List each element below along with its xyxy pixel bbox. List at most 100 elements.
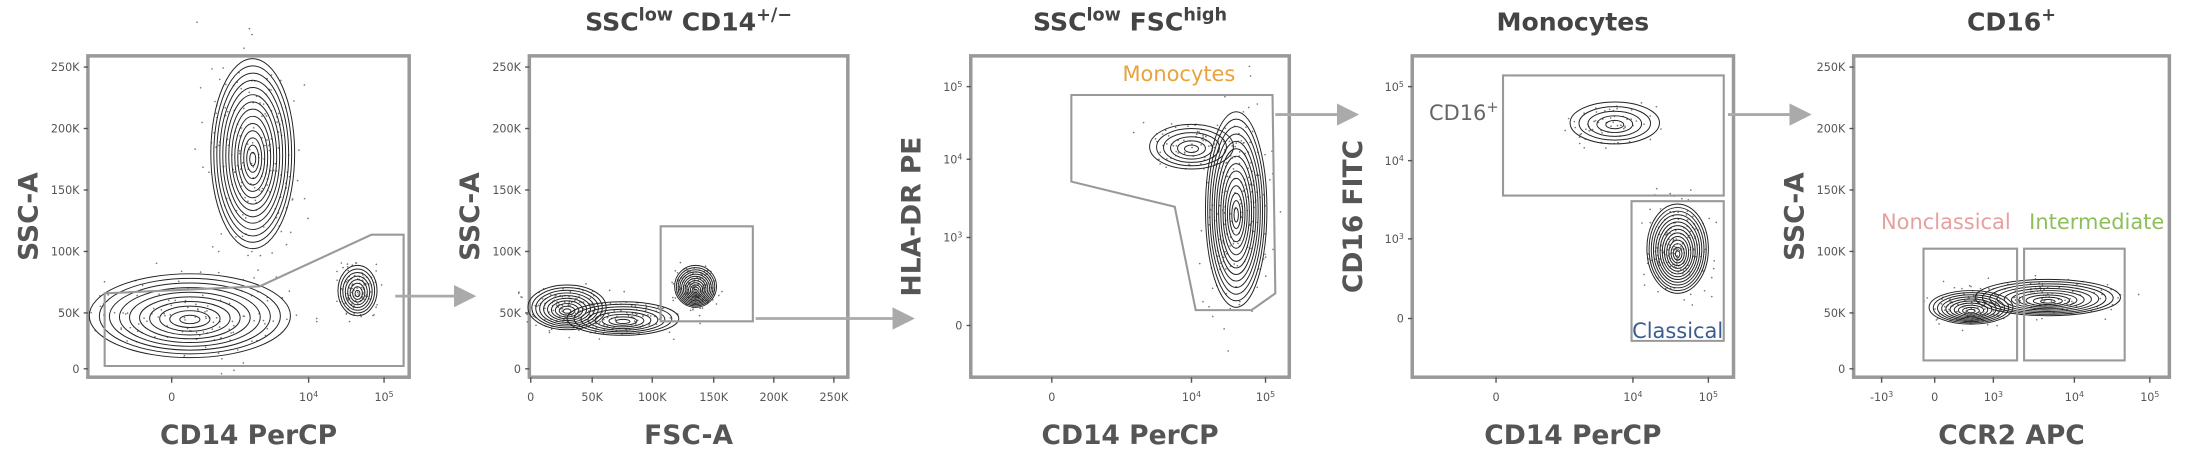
event-dot [1205,135,1207,138]
event-dot [1230,220,1232,223]
event-dot [346,263,349,265]
contour [1653,214,1703,286]
event-dot [1225,292,1228,295]
event-dot [1231,145,1234,147]
event-dot [1225,190,1227,193]
x-tick-label: 0 [1492,391,1499,404]
event-dot [1583,112,1585,115]
event-dot [608,289,611,292]
superscript: 5 [1270,389,1275,398]
event-dot [272,320,275,322]
event-dot [243,47,245,50]
event-dot [217,352,220,354]
event-dot [238,150,241,152]
event-dot [215,112,218,115]
y-tick-label: 104 [1385,153,1404,168]
event-dot [363,284,366,286]
event-dot [1972,294,1975,297]
event-dot [1703,289,1706,292]
event-dot [266,139,268,141]
contour [222,87,284,224]
y-tick-label: 0 [514,363,521,376]
event-dot [562,287,564,290]
event-dot [1224,250,1226,253]
event-dot [218,144,220,147]
contour [1659,225,1696,278]
contour [1674,250,1681,258]
event-dot [1175,144,1178,147]
event-dot [228,328,231,331]
event-dot [1256,286,1259,289]
contour [608,316,638,326]
y-tick-label: 250K [1817,61,1846,74]
contour [1668,239,1687,267]
gate-label: Monocytes [1122,62,1235,86]
x-axis-label: CD14 PerCP [1484,420,1661,451]
event-dot [674,297,677,299]
plot-frame [1851,54,2172,379]
superscript: + [1486,99,1498,116]
event-dot [1687,236,1689,239]
x-tick-label: 0 [1931,391,1938,404]
superscript: 5 [957,79,962,88]
y-tick-label: 100K [492,246,521,259]
event-dot [195,303,197,306]
event-dot [614,318,617,320]
contour [243,137,263,180]
event-dot [303,197,306,200]
event-dot [264,322,266,325]
event-dot [315,320,318,323]
event-dot [577,329,580,332]
event-dot [1982,311,1984,313]
event-dot [672,283,675,285]
contour [679,271,712,304]
event-dot [202,166,204,169]
event-dot [1177,152,1180,154]
event-dot [250,162,253,165]
event-dot [578,295,580,297]
event-dot [1172,145,1175,147]
event-dot [1202,139,1205,142]
contour [1226,185,1246,243]
contour [1207,118,1266,302]
event-dot [649,315,652,317]
event-dot [1655,187,1658,190]
contour [352,286,363,300]
event-dot [240,87,243,90]
event-dot [266,327,269,330]
event-dot [355,262,357,264]
event-dot [578,316,581,319]
event-dot [204,315,207,318]
contour [1657,221,1698,280]
event-dot [380,284,383,286]
event-dot [550,328,553,331]
superscript: + [2041,6,2056,26]
contour [1156,127,1227,167]
event-dot [242,362,245,364]
event-dot [206,305,209,307]
text-part: 10 [1699,391,1713,404]
event-dot [141,284,144,287]
contour [686,280,705,299]
event-dot [1988,302,1991,305]
event-dot [259,254,262,257]
event-dot [164,314,166,317]
event-dot [246,143,249,145]
superscript: 4 [313,389,318,398]
text-part: 10 [943,232,957,245]
event-dot [348,287,351,289]
event-dot [2058,286,2061,289]
x-axis-label: CCR2 APC [1938,420,2085,451]
event-dot [1244,152,1247,155]
y-axis-label: HLA-DR PE [896,137,927,297]
superscript: 3 [1998,389,2003,398]
event-dot [1183,139,1185,142]
y-axis-label: CD16 FITC [1338,140,1369,293]
x-tick-label: 105 [1256,389,1275,404]
event-dot [183,354,186,357]
event-dot [1649,138,1652,141]
event-dot [570,301,573,304]
event-dot [293,100,295,102]
event-dot [90,311,93,314]
event-dot [1161,133,1164,135]
